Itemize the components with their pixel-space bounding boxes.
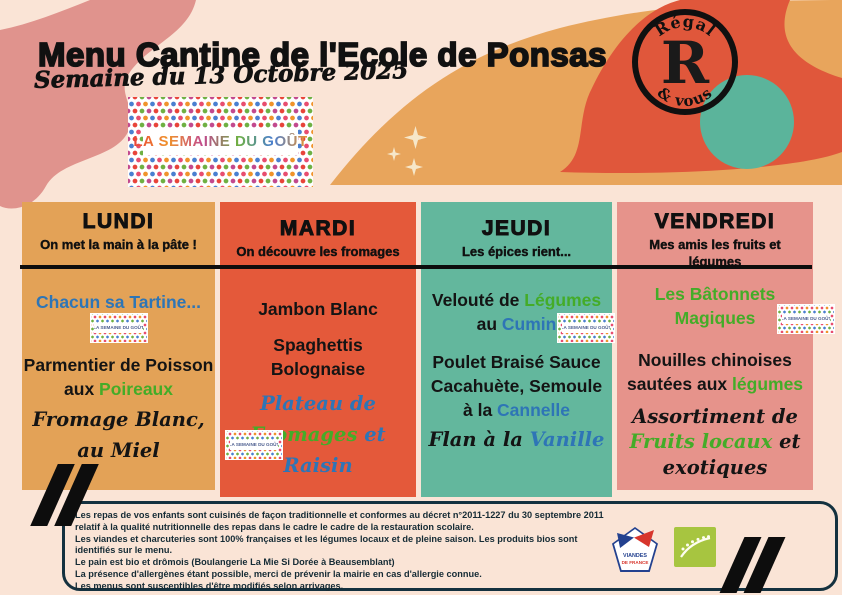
- dish-jambon-blanc: Jambon Blanc: [258, 299, 378, 319]
- menu-column-vendredi: VENDREDI Mes amis les fruits et légumes …: [617, 202, 835, 490]
- day-title: JEUDI: [481, 217, 552, 241]
- taste-week-badge-label: LA SEMAINE DU GOÛT: [229, 439, 279, 451]
- day-title: MARDI: [279, 217, 357, 241]
- sparkle-icon: [404, 126, 427, 149]
- sparkle-icon: [405, 158, 423, 176]
- footer-note-line: Les menus sont susceptibles d'être modif…: [75, 580, 344, 591]
- footer-note-box: Les repas de vos enfants sont cuisinés d…: [62, 501, 838, 591]
- dish-poulet-braise-cannelle: Poulet Braisé Sauce Cacahuète, Semoule à…: [430, 352, 603, 421]
- viandes-logo-sublabel: DE FRANCE: [621, 559, 649, 565]
- menu-column-mardi: MARDI On découvre les fromages Jambon Bl…: [220, 202, 416, 497]
- taste-week-badge-label: LA SEMAINE DU GOÛT: [94, 322, 143, 334]
- taste-week-badge: LA SEMAINE DU GOÛT: [225, 430, 283, 460]
- top-right-blob-decoration: [330, 0, 842, 185]
- footer-note-line: Les repas de vos enfants sont cuisinés d…: [75, 510, 604, 532]
- dish-assortiment-fruits: Assortiment de Fruits locaux et exotique…: [629, 405, 801, 479]
- dish-flan-vanille: Flan à la Vanille: [428, 428, 605, 451]
- menu-column-lundi: LUNDI On met la main à la pâte ! Chacun …: [22, 202, 215, 490]
- day-theme: On découvre les fromages: [236, 244, 400, 259]
- footer-note-line: La présence d'allergènes étant possible,…: [75, 568, 482, 579]
- dish-nouilles-chinoises: Nouilles chinoises sautées aux légumes: [626, 350, 804, 395]
- day-theme: On met la main à la pâte !: [40, 237, 197, 252]
- taste-week-badge: LA SEMAINE DU GOÛT: [89, 313, 148, 343]
- taste-week-badge: LA SEMAINE DU GOÛT: [777, 304, 835, 334]
- taste-week-badge-label: LA SEMAINE DU GOÛT: [781, 313, 831, 325]
- regal-et-vous-logo: Régal & vous R: [632, 9, 738, 115]
- footer-notes: Les repas de vos enfants sont cuisinés d…: [75, 510, 615, 592]
- taste-week-banner: LA SEMAINE DU GOÛT: [128, 97, 313, 187]
- close-quote-icon: [719, 537, 786, 593]
- dish-parmentier-poisson: Parmentier de Poisson aux Poireaux: [23, 355, 214, 400]
- header-divider-line: [20, 265, 812, 269]
- brand-letter: R: [661, 29, 710, 97]
- menu-column-jeudi: JEUDI Les épices rient... Velouté de Lég…: [421, 202, 615, 497]
- day-theme: Les épices rient...: [461, 244, 572, 259]
- taste-week-badge-label: LA SEMAINE DU GOÛT: [561, 322, 611, 334]
- viandes-logo-label: VIANDES: [623, 553, 647, 560]
- viandes-de-france-logo: VIANDES DE FRANCE: [612, 527, 658, 572]
- dish-chacun-sa-tartine: Chacun sa Tartine...: [36, 292, 201, 312]
- day-title: VENDREDI: [654, 210, 776, 234]
- dish-fromage-blanc-miel: Fromage Blanc, au Miel: [32, 408, 205, 463]
- taste-week-badge: LA SEMAINE DU GOÛT: [557, 313, 615, 343]
- taste-week-banner-label: LA SEMAINE DU GOÛT: [133, 133, 308, 151]
- footer-note-line: Le pain est bio et drômois (Boulangerie …: [75, 557, 395, 568]
- open-quote-icon: [30, 464, 99, 526]
- dish-spaghettis-bolognaise: Spaghettis Bolognaise: [270, 335, 366, 380]
- footer-note-line: Les viandes et charcuteries sont 100% fr…: [75, 533, 578, 556]
- sparkle-icon: [387, 147, 401, 161]
- dish-batonnets-magiques: Les Bâtonnets Magiques: [654, 284, 776, 329]
- dish-veloute-legumes-cumin: Velouté de Légumes au Cumin: [431, 290, 602, 335]
- eu-organic-logo: [674, 527, 716, 567]
- day-title: LUNDI: [82, 210, 155, 234]
